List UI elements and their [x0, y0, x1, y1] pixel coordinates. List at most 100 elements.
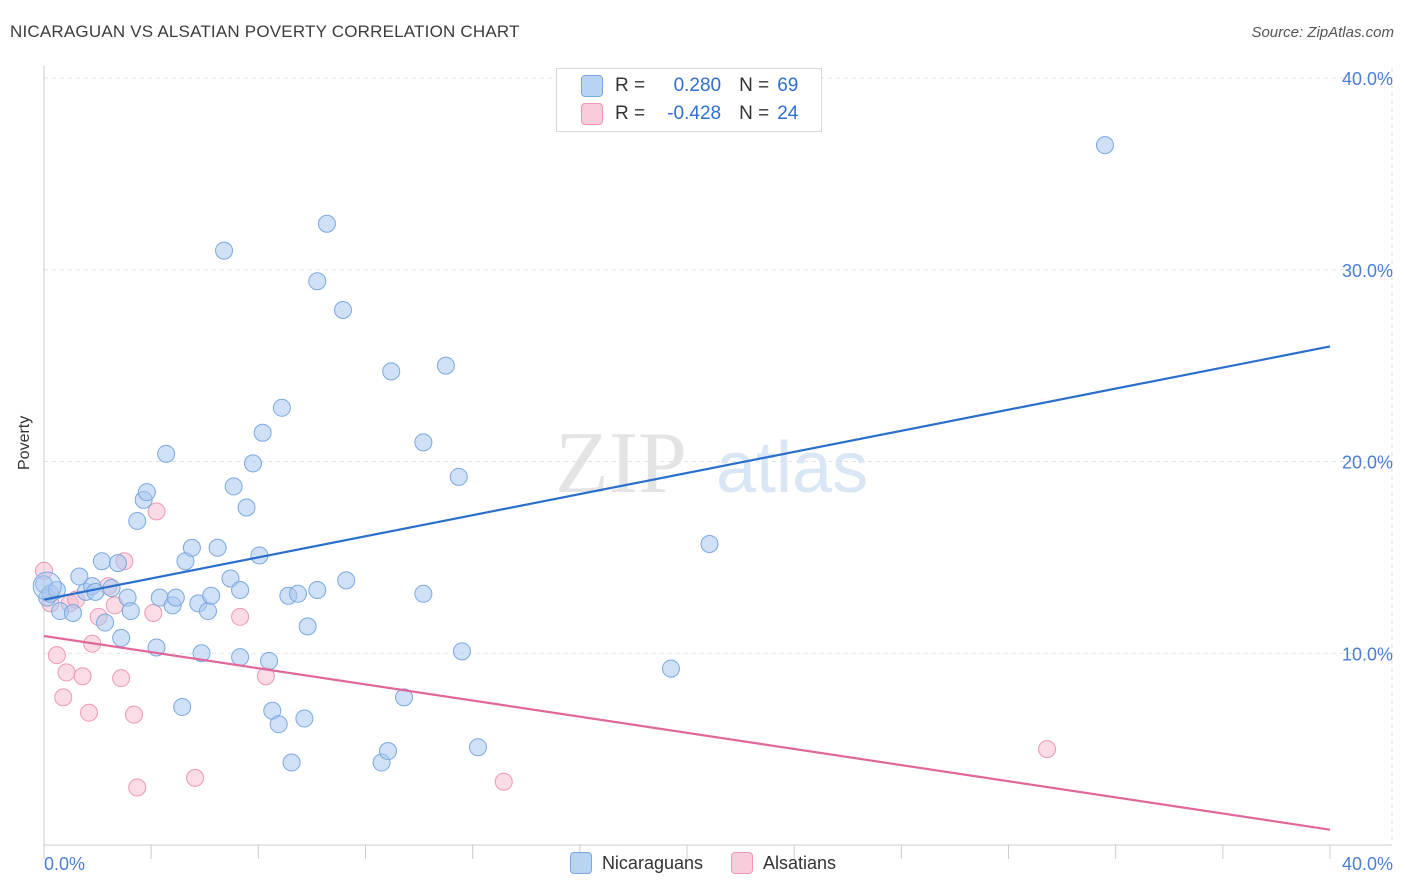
- y-tick-label: 30.0%: [1342, 261, 1393, 281]
- point-nicaraguans: [92, 552, 111, 571]
- y-tick-label: 40.0%: [1342, 69, 1393, 89]
- point-nicaraguans: [449, 467, 468, 486]
- x-tick-label: 0.0%: [44, 854, 85, 874]
- point-nicaraguans: [414, 433, 433, 452]
- point-nicaraguans: [108, 554, 127, 573]
- point-nicaraguans: [333, 301, 352, 320]
- point-nicaraguans: [253, 423, 272, 442]
- x-tick-label: 40.0%: [1342, 854, 1393, 874]
- source-label: Source: ZipAtlas.com: [1251, 24, 1394, 41]
- point-nicaraguans: [469, 738, 488, 757]
- legend-item-alsatians[interactable]: Alsatians: [731, 852, 836, 874]
- legend-label-nicaraguans: Nicaraguans: [601, 852, 703, 873]
- point-nicaraguans: [308, 580, 327, 599]
- series-legend: Nicaraguans Alsatians: [0, 852, 1406, 874]
- stats-legend: R = 0.280 N = 69 R = -0.428 N = 24: [556, 68, 822, 132]
- point-nicaraguans: [452, 642, 471, 661]
- legend-r-label: R =: [615, 103, 646, 124]
- legend-r-label: R =: [615, 75, 646, 96]
- point-alsatians: [231, 607, 250, 626]
- y-tick-label: 20.0%: [1342, 453, 1393, 473]
- point-nicaraguans: [63, 603, 82, 622]
- point-nicaraguans: [382, 362, 401, 381]
- point-alsatians: [54, 688, 73, 707]
- watermark-zip: ZIP: [555, 415, 687, 512]
- point-alsatians: [125, 705, 144, 724]
- point-nicaraguans: [198, 602, 217, 621]
- chart-title: NICARAGUAN VS ALSATIAN POVERTY CORRELATI…: [10, 22, 520, 41]
- point-nicaraguans: [436, 356, 455, 375]
- trendline-nicaraguans: [43, 345, 1331, 601]
- point-nicaraguans: [379, 742, 398, 761]
- legend-r-value: 0.280: [673, 75, 722, 96]
- point-nicaraguans: [269, 715, 288, 734]
- legend-label-alsatians: Alsatians: [763, 852, 837, 873]
- legend-swatch-pink: [581, 103, 603, 125]
- point-nicaraguans: [157, 444, 176, 463]
- point-nicaraguans: [282, 753, 301, 772]
- legend-row-nicaraguans: R = 0.280 N = 69: [581, 73, 798, 99]
- legend-row-alsatians: R = -0.428 N = 24: [581, 101, 798, 127]
- point-nicaraguans: [221, 569, 240, 588]
- point-nicaraguans: [272, 398, 291, 417]
- point-nicaraguans: [192, 644, 211, 663]
- series-nicaraguans: [32, 136, 1114, 772]
- point-alsatians: [128, 778, 147, 797]
- point-nicaraguans: [112, 628, 131, 647]
- point-nicaraguans: [208, 538, 227, 557]
- point-nicaraguans: [395, 688, 414, 707]
- point-nicaraguans: [231, 580, 250, 599]
- point-nicaraguans: [173, 697, 192, 716]
- trendlines: [43, 345, 1331, 831]
- point-nicaraguans: [215, 241, 234, 260]
- y-tick-label: 10.0%: [1342, 644, 1393, 664]
- legend-n-label: N =: [739, 103, 770, 124]
- tick-labels: 10.0% 20.0% 30.0% 40.0% 0.0% 40.0%: [44, 69, 1393, 874]
- point-alsatians: [57, 663, 76, 682]
- point-nicaraguans: [237, 498, 256, 517]
- legend-n-label: N =: [739, 75, 770, 96]
- point-alsatians: [144, 603, 163, 622]
- point-alsatians: [186, 768, 205, 787]
- legend-swatch-blue: [581, 75, 603, 97]
- point-nicaraguans-cluster: [32, 571, 62, 601]
- legend-n-value: 69: [777, 75, 799, 96]
- point-alsatians: [494, 772, 513, 791]
- point-nicaraguans: [128, 511, 147, 530]
- point-nicaraguans: [224, 477, 243, 496]
- point-nicaraguans: [700, 534, 719, 553]
- watermark-atlas: atlas: [716, 428, 868, 508]
- point-nicaraguans: [260, 651, 279, 670]
- legend-item-nicaraguans[interactable]: Nicaraguans: [569, 852, 703, 874]
- point-nicaraguans: [308, 272, 327, 291]
- legend-n-value: 24: [777, 103, 799, 124]
- point-nicaraguans: [86, 582, 105, 601]
- point-alsatians: [73, 667, 92, 686]
- point-alsatians: [112, 669, 131, 688]
- point-alsatians: [80, 703, 99, 722]
- point-nicaraguans: [337, 571, 356, 590]
- point-nicaraguans: [70, 567, 89, 586]
- legend-r-value: -0.428: [667, 103, 722, 124]
- point-nicaraguans: [121, 602, 140, 621]
- axes: [43, 66, 1392, 859]
- legend-swatch-alsatians: [731, 852, 753, 874]
- trendline-alsatians: [43, 634, 1331, 831]
- point-nicaraguans: [202, 586, 221, 605]
- point-nicaraguans: [295, 709, 314, 728]
- point-nicaraguans: [414, 584, 433, 603]
- point-alsatians: [1038, 740, 1057, 759]
- point-nicaraguans: [182, 538, 201, 557]
- legend-swatch-nicaraguans: [569, 852, 592, 874]
- point-alsatians: [147, 502, 166, 521]
- point-alsatians: [47, 646, 66, 665]
- point-nicaraguans: [288, 584, 307, 603]
- point-nicaraguans: [231, 648, 250, 667]
- point-nicaraguans: [137, 483, 156, 502]
- point-nicaraguans: [166, 588, 185, 607]
- watermark: ZIP atlas: [555, 415, 868, 512]
- point-nicaraguans: [317, 214, 336, 233]
- point-nicaraguans: [96, 613, 115, 632]
- point-nicaraguans: [1095, 136, 1114, 155]
